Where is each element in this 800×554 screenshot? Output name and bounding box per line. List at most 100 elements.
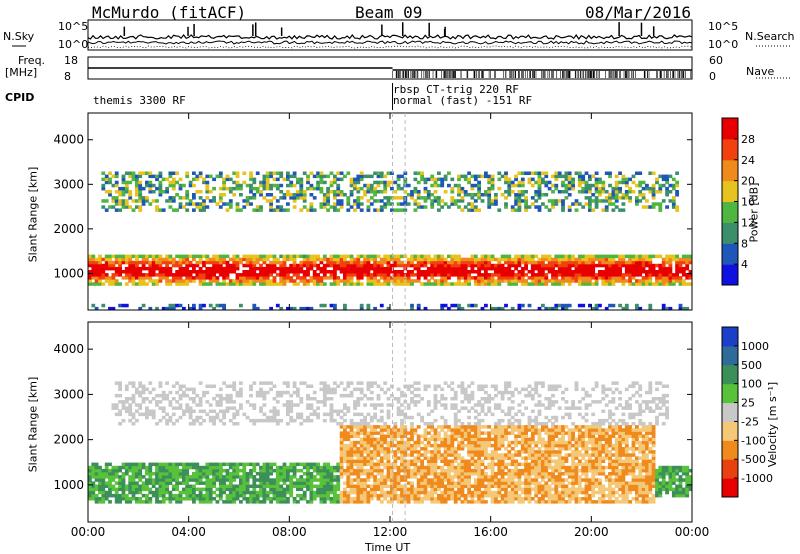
heatmap-cell [195,475,200,479]
heatmap-cell [145,481,149,485]
heatmap-cell [541,266,545,271]
heatmap-cell [373,273,377,277]
heatmap-cell [212,497,216,501]
heatmap-cell [322,493,327,498]
heatmap-cell [275,282,280,286]
heatmap-cell [440,403,445,407]
heatmap-cell [433,183,438,188]
heatmap-cell [188,422,193,426]
heatmap-cell [504,273,508,277]
heatmap-cell [443,174,448,179]
heatmap-cell [426,270,431,274]
heatmap-cell [406,468,411,473]
heatmap-cell [440,493,445,498]
heatmap-cell [171,273,176,277]
heatmap-cell [215,493,220,498]
heatmap-cell [447,472,451,476]
heatmap-cell [373,450,377,454]
heatmap-cell [296,390,300,395]
heatmap-cell [504,279,508,283]
heatmap-cell [178,493,183,498]
heatmap-cell [386,171,391,175]
heatmap-cell [141,202,146,206]
heatmap-cell [504,202,508,206]
heatmap-cell [346,493,351,498]
heatmap-cell [286,174,290,179]
heatmap-cell [426,431,431,435]
heatmap-cell [205,497,210,501]
heatmap-cell [225,500,230,504]
heatmap-cell [410,462,414,467]
heatmap-cell [373,440,377,445]
heatmap-cell [316,468,320,473]
heatmap-cell [178,260,183,265]
heatmap-cell [628,254,632,259]
heatmap-cell [292,263,297,268]
heatmap-cell [336,186,341,191]
heatmap-cell [88,279,92,283]
heatmap-cell [437,260,441,265]
heatmap-cell [242,171,247,175]
heatmap-cell [346,202,351,206]
heatmap-cell [101,303,106,308]
heatmap-cell [188,493,193,498]
heatmap-cell [299,193,304,197]
heatmap-cell [477,193,481,197]
heatmap-cell [651,196,656,200]
heatmap-cell [369,456,374,460]
heatmap-cell [212,397,216,401]
heatmap-cell [564,273,569,277]
heatmap-cell [104,465,109,470]
heatmap-cell [124,384,129,388]
heatmap-cell [269,409,273,413]
heatmap-cell [212,273,216,277]
heatmap-cell [205,384,210,388]
heatmap-cell [433,260,438,265]
heatmap-cell [369,490,374,495]
heatmap-cell [346,500,351,504]
heatmap-cell [299,306,304,311]
heatmap-cell [430,174,435,179]
heatmap-cell [128,465,133,470]
heatmap-cell [648,303,653,308]
heatmap-cell [306,177,310,182]
heatmap-cell [88,263,92,268]
heatmap-cell [114,412,119,417]
heatmap-cell [339,266,344,271]
heatmap-cell [192,465,196,470]
heatmap-cell [416,205,421,209]
heatmap-cell [333,500,337,504]
heatmap-cell [138,412,143,417]
heatmap-cell [138,490,143,495]
heatmap-cell [239,500,243,504]
heatmap-cell [131,276,136,280]
heatmap-cell [460,263,465,268]
heatmap-cell [440,279,445,283]
heatmap-cell [262,282,267,286]
heatmap-cell [312,478,317,482]
heatmap-cell [500,270,505,274]
heatmap-cell [309,260,314,265]
heatmap-cell [178,279,183,283]
heatmap-cell [111,475,116,479]
heatmap-cell [289,493,294,498]
heatmap-cell [571,279,575,283]
heatmap-cell [121,199,126,203]
heatmap-cell [443,472,448,476]
heatmap-cell [581,254,586,259]
heatmap-cell [158,193,163,197]
heatmap-cell [383,260,388,265]
heatmap-cell [497,282,502,286]
heatmap-cell [289,276,294,280]
heatmap-cell [346,481,351,485]
heatmap-cell [151,493,156,498]
heatmap-cell [400,279,404,283]
heatmap-cell [192,266,196,271]
heatmap-cell [430,263,435,268]
heatmap-cell [624,270,629,274]
heatmap-cell [319,174,324,179]
heatmap-cell [131,472,136,476]
heatmap-cell [567,186,572,191]
heatmap-cell [591,273,596,277]
heatmap-cell [118,478,122,482]
